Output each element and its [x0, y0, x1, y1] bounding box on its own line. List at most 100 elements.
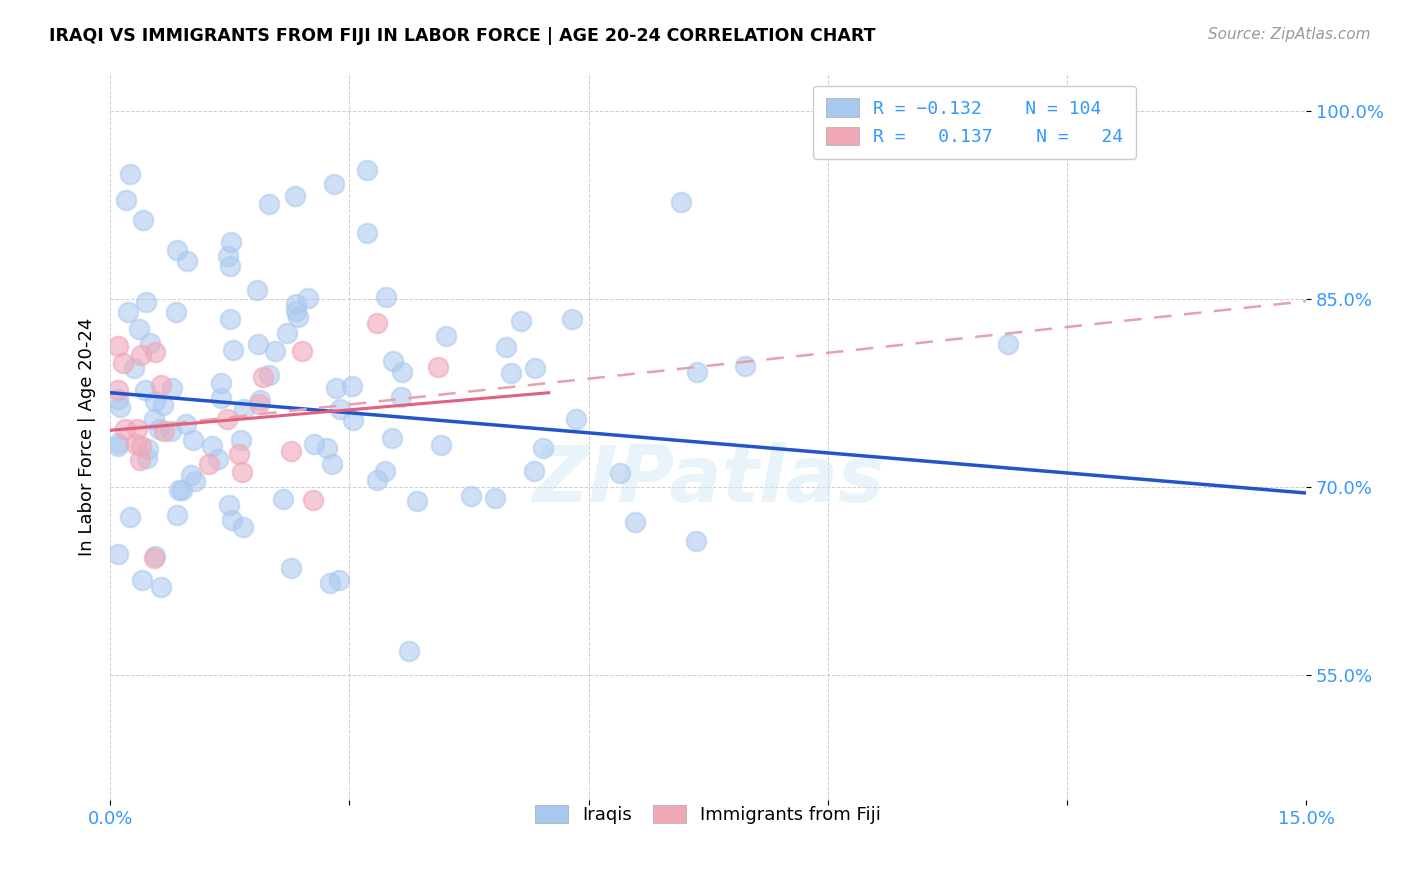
Point: [135, 294, 157, 309]
Point: [328, 574, 350, 588]
Point: [198, 458, 221, 472]
Point: [150, 378, 173, 392]
Point: [201, 439, 224, 453]
Point: [108, 400, 131, 414]
Point: [685, 365, 707, 379]
Point: [374, 464, 396, 478]
Point: [297, 291, 319, 305]
Point: [125, 437, 148, 451]
Point: [179, 468, 201, 483]
Point: [321, 457, 343, 471]
Point: [143, 394, 166, 409]
Point: [561, 311, 583, 326]
Point: [304, 437, 326, 451]
Point: [356, 163, 378, 178]
Point: [427, 360, 450, 375]
Point: [669, 194, 692, 209]
Point: [499, 366, 522, 380]
Point: [207, 452, 229, 467]
Point: [291, 344, 314, 359]
Point: [107, 439, 129, 453]
Point: [125, 421, 148, 435]
Point: [564, 412, 586, 426]
Point: [319, 575, 342, 590]
Point: [997, 336, 1019, 351]
Point: [389, 390, 412, 404]
Point: [167, 483, 190, 498]
Point: [366, 316, 388, 330]
Point: [166, 508, 188, 522]
Point: [122, 360, 145, 375]
Point: [356, 226, 378, 240]
Point: [218, 498, 240, 512]
Point: [280, 560, 302, 574]
Point: [143, 345, 166, 359]
Point: [112, 357, 135, 371]
Point: [222, 343, 245, 358]
Point: [434, 329, 457, 343]
Point: [142, 551, 165, 566]
Point: [181, 433, 204, 447]
Point: [231, 465, 253, 479]
Point: [340, 378, 363, 392]
Point: [162, 381, 184, 395]
Point: [460, 489, 482, 503]
Point: [174, 417, 197, 432]
Point: [264, 343, 287, 358]
Point: [152, 398, 174, 412]
Point: [219, 312, 242, 326]
Point: [221, 513, 243, 527]
Point: [143, 549, 166, 563]
Point: [217, 249, 239, 263]
Point: [609, 466, 631, 480]
Point: [107, 392, 129, 406]
Point: [366, 474, 388, 488]
Point: [381, 431, 404, 445]
Point: [131, 574, 153, 588]
Point: [114, 421, 136, 435]
Point: [219, 259, 242, 273]
Point: [117, 305, 139, 319]
Point: [170, 483, 193, 497]
Point: [153, 425, 176, 439]
Point: [129, 452, 152, 467]
Text: IRAQI VS IMMIGRANTS FROM FIJI IN LABOR FORCE | AGE 20-24 CORRELATION CHART: IRAQI VS IMMIGRANTS FROM FIJI IN LABOR F…: [49, 27, 876, 45]
Point: [232, 520, 254, 534]
Point: [391, 365, 413, 379]
Point: [150, 580, 173, 594]
Point: [228, 447, 250, 461]
Point: [284, 189, 307, 203]
Point: [325, 381, 347, 395]
Point: [138, 442, 160, 457]
Point: [219, 235, 242, 250]
Point: [280, 443, 302, 458]
Point: [271, 491, 294, 506]
Point: [509, 314, 531, 328]
Point: [217, 412, 239, 426]
Point: [115, 193, 138, 207]
Point: [231, 433, 253, 447]
Point: [523, 464, 546, 478]
Point: [302, 492, 325, 507]
Point: [246, 283, 269, 297]
Point: [247, 397, 270, 411]
Point: [246, 336, 269, 351]
Point: [249, 392, 271, 407]
Point: [285, 297, 308, 311]
Point: [323, 177, 346, 191]
Point: [259, 368, 281, 383]
Point: [734, 359, 756, 373]
Point: [184, 474, 207, 488]
Y-axis label: In Labor Force | Age 20-24: In Labor Force | Age 20-24: [79, 318, 96, 556]
Point: [165, 304, 187, 318]
Point: [120, 509, 142, 524]
Point: [375, 290, 398, 304]
Point: [128, 322, 150, 336]
Point: [176, 254, 198, 268]
Point: [398, 644, 420, 658]
Point: [523, 360, 546, 375]
Point: [118, 167, 141, 181]
Point: [166, 244, 188, 258]
Point: [232, 402, 254, 417]
Text: ZIPatlas: ZIPatlas: [531, 442, 884, 518]
